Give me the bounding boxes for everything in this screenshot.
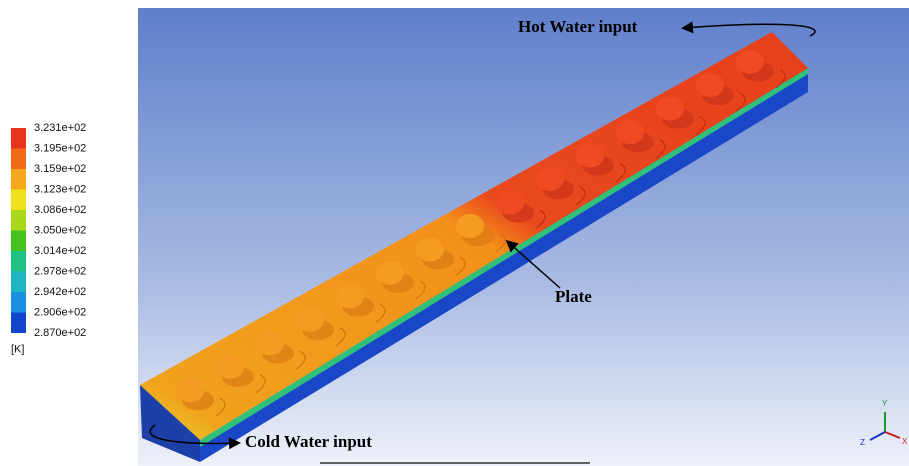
legend-swatch (11, 190, 26, 211)
legend-label: 3.050e+02 (34, 224, 86, 236)
legend-label: 2.942e+02 (34, 286, 86, 298)
bump (416, 237, 444, 261)
bump (536, 167, 564, 191)
bump (576, 144, 604, 168)
page: {"legend": {"labels": ["3.231e+02", "3.1… (0, 0, 909, 466)
legend-unit: [K] (11, 343, 24, 355)
annotation: Hot Water input (518, 17, 638, 36)
annotation: Plate (555, 287, 592, 306)
bump (176, 378, 204, 402)
legend: 3.231e+02 3.195e+02 3.159e+02 3.123e+02 3.08… (11, 122, 86, 356)
bump (296, 308, 324, 332)
bump (216, 355, 244, 379)
legend-swatch (11, 149, 26, 170)
legend-swatch (11, 210, 26, 231)
bump (496, 191, 524, 215)
bump (656, 97, 684, 121)
legend-label: 2.870e+02 (34, 327, 86, 339)
legend-label: 3.195e+02 (34, 142, 86, 154)
legend-swatch (11, 128, 26, 149)
legend-swatch (11, 313, 26, 334)
figure: 3.231e+02 3.195e+02 3.159e+02 3.123e+02 3.08… (0, 0, 909, 466)
bump (336, 284, 364, 308)
annotation: Cold Water input (245, 432, 372, 451)
legend-swatch (11, 231, 26, 252)
legend-label: 3.086e+02 (34, 204, 86, 216)
bump (616, 120, 644, 144)
legend-label: 3.159e+02 (34, 163, 86, 175)
axis-label: Z (860, 438, 865, 447)
legend-swatch (11, 169, 26, 190)
legend-label: 2.906e+02 (34, 306, 86, 318)
legend-label: 3.231e+02 (34, 122, 86, 134)
bump (736, 50, 764, 74)
bump (456, 214, 484, 238)
axis-label: X (902, 437, 908, 446)
axis-label: Y (882, 399, 888, 408)
legend-swatch (11, 272, 26, 293)
bump (376, 261, 404, 285)
bump (696, 73, 724, 97)
legend-swatch (11, 251, 26, 272)
legend-label: 3.123e+02 (34, 183, 86, 195)
legend-label: 2.978e+02 (34, 265, 86, 277)
bump (256, 331, 284, 355)
legend-label: 3.014e+02 (34, 245, 86, 257)
legend-swatch (11, 292, 26, 313)
